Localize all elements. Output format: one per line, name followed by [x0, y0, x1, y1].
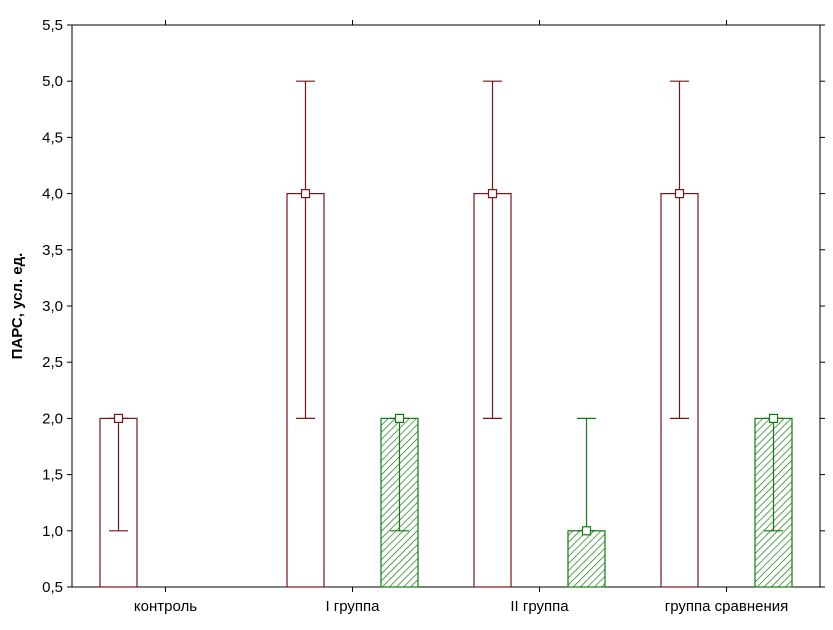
- y-tick-label: 1,0: [42, 523, 63, 540]
- y-tick-label: 3,5: [42, 242, 63, 259]
- x-tick-label: I группа: [325, 598, 380, 615]
- y-tick-label: 2,5: [42, 354, 63, 371]
- y-tick-label: 5,0: [42, 73, 63, 90]
- mean-marker: [394, 413, 405, 423]
- y-tick-label: 5,5: [42, 17, 63, 34]
- y-axis-label: ПАРС, усл. ед.: [9, 253, 26, 360]
- y-tick-label: 2,0: [42, 410, 63, 427]
- bar: [567, 530, 606, 588]
- mean-marker: [113, 413, 124, 423]
- y-tick-label: 4,0: [42, 186, 63, 203]
- y-tick-label: 4,5: [42, 129, 63, 146]
- x-tick-label: группа сравнения: [665, 598, 788, 615]
- x-tick-label: II группа: [510, 598, 569, 615]
- mean-marker: [300, 189, 311, 199]
- y-tick-label: 3,0: [42, 298, 63, 315]
- mean-marker: [768, 413, 779, 423]
- mean-marker: [487, 189, 498, 199]
- x-tick-label: контроль: [134, 598, 197, 615]
- x-axis: контроль I группа II группа группа сравнени…: [134, 20, 788, 615]
- mean-marker: [581, 526, 592, 536]
- plot-frame: [71, 24, 821, 588]
- mean-marker: [674, 189, 685, 199]
- y-tick-label: 1,5: [42, 467, 63, 484]
- y-axis: 0,5 1,0 1,5 2,0 2,5 3,0 3,5 4,0 4,5 5,0 5,5: [42, 17, 825, 596]
- bars-layer: [99, 80, 793, 588]
- y-tick-label: 0,5: [42, 579, 63, 596]
